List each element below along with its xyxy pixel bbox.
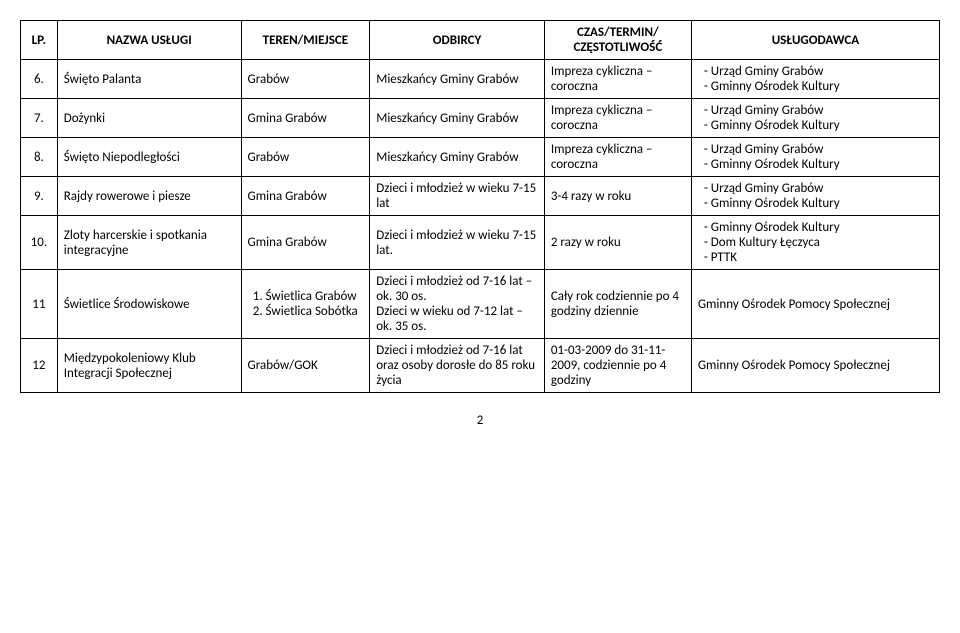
teren-list-item: Świetlica Sobótka — [266, 304, 364, 319]
cell-uslugodawca: Urząd Gminy Grabów Gminny Ośrodek Kultur… — [691, 177, 939, 216]
provider-item: Urząd Gminy Grabów — [698, 142, 933, 157]
cell-odbiorcy: Dzieci i młodzież w wieku 7-15 lat. — [370, 216, 545, 270]
cell-teren: Grabów/GOK — [241, 339, 370, 393]
cell-nazwa: Zloty harcerskie i spotkania integracyjn… — [57, 216, 241, 270]
cell-odbiorcy: Mieszkańcy Gminy Grabów — [370, 99, 545, 138]
cell-uslugodawca: Urząd Gminy Grabów Gminny Ośrodek Kultur… — [691, 138, 939, 177]
cell-teren: Grabów — [241, 138, 370, 177]
teren-list-item: Świetlica Grabów — [266, 289, 364, 304]
cell-nazwa: Święto Niepodległości — [57, 138, 241, 177]
cell-lp: 11 — [21, 270, 58, 339]
cell-czas: Cały rok codziennie po 4 godziny dzienni… — [544, 270, 691, 339]
provider-item: Gminny Ośrodek Kultury — [698, 118, 933, 133]
cell-nazwa: Dożynki — [57, 99, 241, 138]
cell-odbiorcy: Mieszkańcy Gminy Grabów — [370, 138, 545, 177]
cell-nazwa: Świetlice Środowiskowe — [57, 270, 241, 339]
header-uslugodawca: USŁUGODAWCA — [691, 21, 939, 60]
cell-lp: 8. — [21, 138, 58, 177]
provider-item: Gminny Ośrodek Kultury — [698, 220, 933, 235]
cell-lp: 10. — [21, 216, 58, 270]
cell-teren: Świetlica Grabów Świetlica Sobótka — [241, 270, 370, 339]
table-row: 12 Międzypokoleniowy Klub Integracji Spo… — [21, 339, 940, 393]
table-row: 6. Święto Palanta Grabów Mieszkańcy Gmin… — [21, 60, 940, 99]
cell-uslugodawca: Gminny Ośrodek Kultury Dom Kultury Łęczy… — [691, 216, 939, 270]
header-teren: TEREN/MIEJSCE — [241, 21, 370, 60]
cell-lp: 9. — [21, 177, 58, 216]
cell-teren: Gmina Grabów — [241, 177, 370, 216]
table-row: 10. Zloty harcerskie i spotkania integra… — [21, 216, 940, 270]
cell-uslugodawca: Gminny Ośrodek Pomocy Społecznej — [691, 270, 939, 339]
cell-teren: Gmina Grabów — [241, 216, 370, 270]
cell-nazwa: Święto Palanta — [57, 60, 241, 99]
cell-czas: 01-03-2009 do 31-11-2009, codziennie po … — [544, 339, 691, 393]
cell-teren: Grabów — [241, 60, 370, 99]
cell-nazwa: Rajdy rowerowe i piesze — [57, 177, 241, 216]
cell-uslugodawca: Urząd Gminy Grabów Gminny Ośrodek Kultur… — [691, 60, 939, 99]
cell-czas: Impreza cykliczna – coroczna — [544, 138, 691, 177]
cell-lp: 12 — [21, 339, 58, 393]
provider-item: Gminny Ośrodek Kultury — [698, 79, 933, 94]
services-table: LP. NAZWA USŁUGI TEREN/MIEJSCE ODBIRCY C… — [20, 20, 940, 393]
provider-item: Dom Kultury Łęczyca — [698, 235, 933, 250]
header-nazwa: NAZWA USŁUGI — [57, 21, 241, 60]
table-row: 7. Dożynki Gmina Grabów Mieszkańcy Gminy… — [21, 99, 940, 138]
cell-odbiorcy: Mieszkańcy Gminy Grabów — [370, 60, 545, 99]
header-odbiorcy: ODBIRCY — [370, 21, 545, 60]
provider-item: Urząd Gminy Grabów — [698, 64, 933, 79]
provider-item: Urząd Gminy Grabów — [698, 103, 933, 118]
table-body: 6. Święto Palanta Grabów Mieszkańcy Gmin… — [21, 60, 940, 393]
page-number: 2 — [20, 413, 940, 428]
table-row: 9. Rajdy rowerowe i piesze Gmina Grabów … — [21, 177, 940, 216]
cell-czas: 2 razy w roku — [544, 216, 691, 270]
cell-odbiorcy: Dzieci i młodzież od 7-16 lat –ok. 30 os… — [370, 270, 545, 339]
cell-nazwa: Międzypokoleniowy Klub Integracji Społec… — [57, 339, 241, 393]
header-czas: CZAS/TERMIN/ CZĘSTOTLIWOŚĆ — [544, 21, 691, 60]
cell-lp: 7. — [21, 99, 58, 138]
table-header-row: LP. NAZWA USŁUGI TEREN/MIEJSCE ODBIRCY C… — [21, 21, 940, 60]
cell-lp: 6. — [21, 60, 58, 99]
cell-odbiorcy: Dzieci i młodzież w wieku 7-15 lat — [370, 177, 545, 216]
provider-item: Gminny Ośrodek Kultury — [698, 196, 933, 211]
cell-czas: Impreza cykliczna – coroczna — [544, 60, 691, 99]
provider-item: Urząd Gminy Grabów — [698, 181, 933, 196]
cell-uslugodawca: Urząd Gminy Grabów Gminny Ośrodek Kultur… — [691, 99, 939, 138]
provider-item: Gminny Ośrodek Kultury — [698, 157, 933, 172]
header-lp: LP. — [21, 21, 58, 60]
provider-item: PTTK — [698, 250, 933, 265]
cell-uslugodawca: Gminny Ośrodek Pomocy Społecznej — [691, 339, 939, 393]
cell-czas: Impreza cykliczna – coroczna — [544, 99, 691, 138]
cell-czas: 3-4 razy w roku — [544, 177, 691, 216]
cell-teren: Gmina Grabów — [241, 99, 370, 138]
cell-odbiorcy: Dzieci i młodzież od 7-16 lat oraz osoby… — [370, 339, 545, 393]
table-row: 11 Świetlice Środowiskowe Świetlica Grab… — [21, 270, 940, 339]
table-row: 8. Święto Niepodległości Grabów Mieszkań… — [21, 138, 940, 177]
